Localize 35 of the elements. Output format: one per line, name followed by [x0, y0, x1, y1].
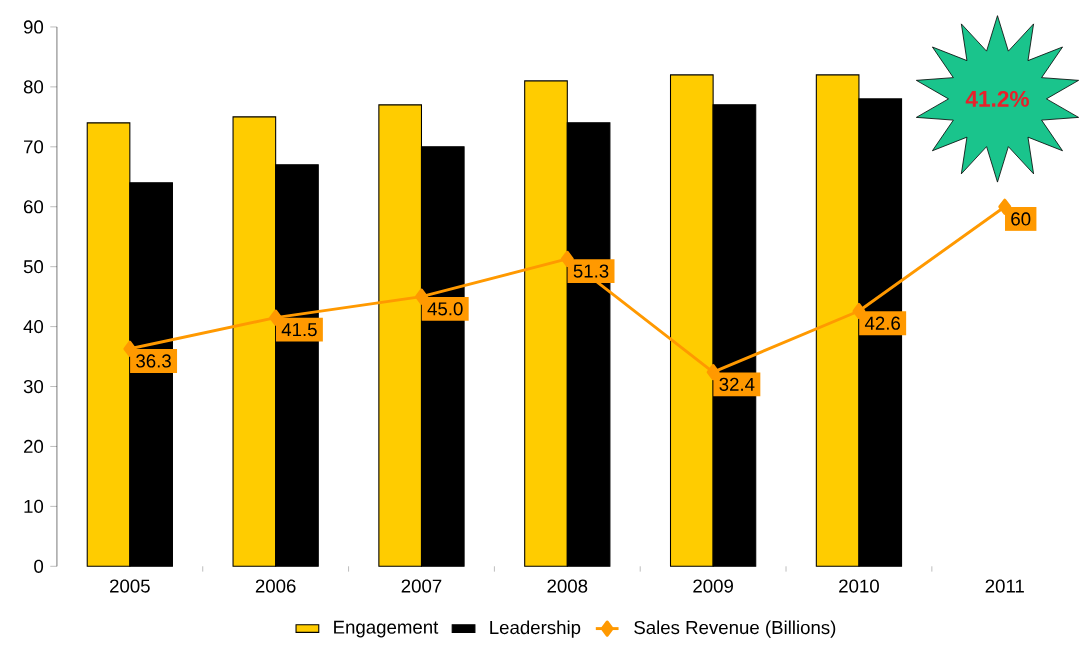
y-tick-label: 0 — [34, 559, 44, 573]
y-tick-label: 20 — [23, 439, 44, 453]
legend-label: Sales Revenue (Billions) — [634, 620, 836, 638]
point — [269, 309, 283, 326]
y-tick-label: 70 — [24, 140, 44, 154]
data-label: 51.3 — [573, 264, 609, 278]
x-tick-label: 2010 — [839, 579, 879, 593]
point — [706, 363, 720, 381]
point — [852, 302, 866, 320]
x-tick-label: 2009 — [693, 579, 733, 593]
point — [560, 250, 574, 267]
y-tick-label: 60 — [23, 200, 44, 214]
y-tick-label: 30 — [23, 379, 44, 394]
data-label: 60 — [1011, 212, 1031, 226]
x-tick-label: 2007 — [401, 579, 442, 593]
x-tick-label: 2008 — [547, 579, 588, 593]
x-tick-label: 2005 — [110, 579, 150, 593]
data-label: 41.5 — [281, 323, 317, 337]
data-label: 45.0 — [427, 302, 463, 316]
data-label: 36.3 — [136, 354, 171, 368]
y-tick-label: 90 — [23, 20, 44, 34]
annotation: 41.2% — [965, 90, 1029, 107]
point — [415, 288, 428, 305]
point — [998, 198, 1012, 215]
x-tick-label: 2011 — [985, 579, 1024, 593]
legend-label: Leadership — [490, 620, 581, 638]
y-tick-label: 50 — [23, 259, 44, 274]
data-label: 32.4 — [719, 377, 755, 391]
data-label: 42.6 — [864, 316, 900, 330]
x-tick-label: 2006 — [255, 579, 296, 593]
y-tick-label: 80 — [23, 80, 44, 94]
y-tick-label: 10 — [24, 499, 44, 513]
point — [123, 340, 137, 357]
y-tick-label: 40 — [23, 319, 44, 334]
legend-label: Engagement — [334, 620, 439, 638]
